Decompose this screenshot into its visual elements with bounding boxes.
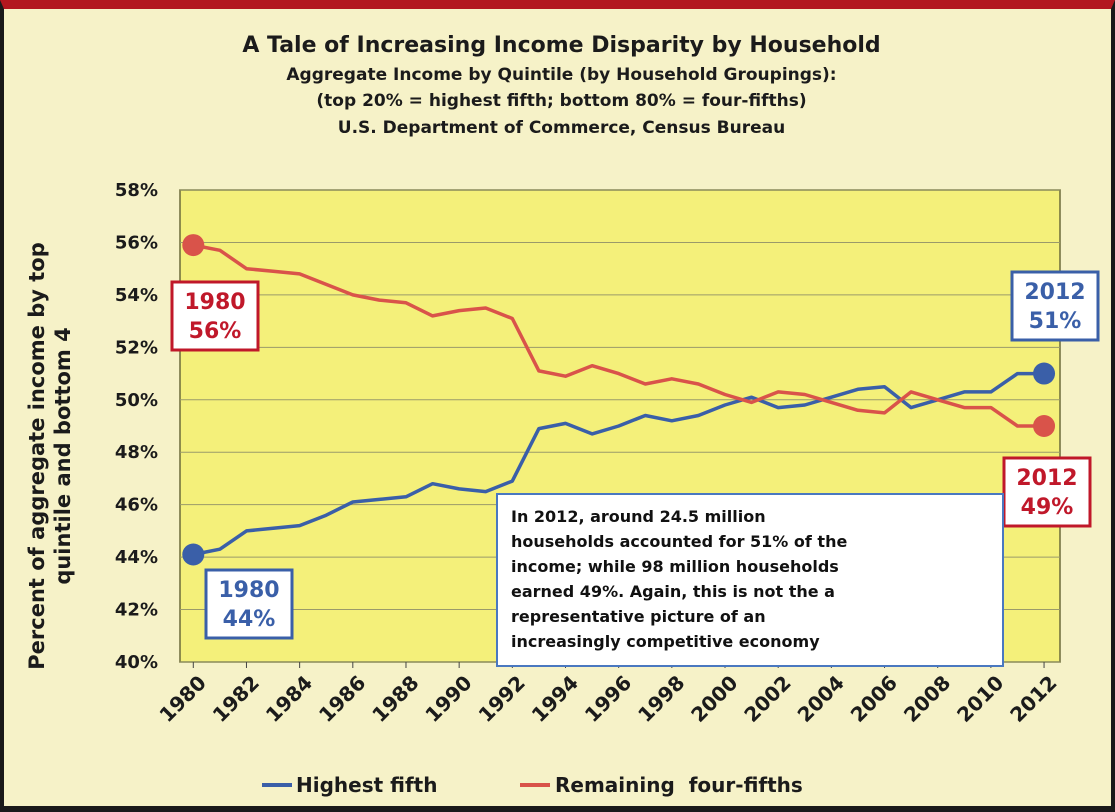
annotation-line: income; while 98 million households (511, 557, 839, 576)
series-end-marker (1033, 415, 1056, 437)
callout-text: 51% (1029, 309, 1082, 334)
annotation-line: representative picture of an (511, 607, 766, 626)
x-tick-label: 2004 (793, 671, 849, 727)
x-tick-label: 1982 (208, 671, 264, 727)
x-tick-label: 1984 (261, 671, 317, 727)
legend-label-highest-fifth: Highest fifth (296, 773, 437, 797)
chart-title: A Tale of Increasing Income Disparity by… (242, 33, 881, 58)
x-tick-label: 2008 (899, 671, 955, 727)
x-tick-label: 1994 (527, 671, 583, 727)
annotation-line: In 2012, around 24.5 million (511, 507, 766, 526)
y-tick-label: 40% (115, 652, 158, 673)
callout-box (1002, 456, 1092, 528)
x-tick-label: 1996 (580, 671, 636, 727)
y-tick-label: 48% (115, 442, 158, 463)
callout-text: 2012 (1016, 466, 1077, 491)
y-tick-label: 46% (115, 495, 158, 516)
series-start-marker (182, 543, 205, 566)
callout-text: 56% (189, 319, 242, 344)
series-end-marker (1033, 362, 1056, 385)
y-axis-label-line-1: Percent of aggregate income by top (25, 242, 49, 669)
chart-subtitle-line-2: (top 20% = highest fifth; bottom 80% = f… (316, 91, 807, 111)
y-tick-label: 44% (115, 547, 158, 568)
series-line-remaining-four-fifths (192, 243, 1044, 428)
y-axis-label-line-2: quintile and bottom 4 (51, 327, 75, 584)
callout-text: 49% (1021, 495, 1074, 520)
x-tick-label: 1998 (633, 671, 689, 727)
y-tick-label: 54% (115, 285, 158, 306)
series-start-marker (182, 234, 205, 257)
x-tick-label: 2012 (1005, 671, 1061, 727)
chart-subtitle-line-3: U.S. Department of Commerce, Census Bure… (337, 118, 786, 138)
annotation-line: earned 49%. Again, this is not the a (511, 582, 835, 601)
y-tick-label: 50% (115, 390, 158, 411)
annotation-box (496, 493, 1004, 667)
x-tick-label: 2010 (952, 671, 1008, 727)
callout-text: 1980 (218, 578, 279, 603)
x-tick-label: 1990 (420, 671, 476, 727)
x-tick-label: 1980 (154, 671, 210, 727)
callout-box (170, 280, 260, 352)
x-tick-label: 1986 (314, 671, 370, 727)
callout-text: 2012 (1024, 280, 1085, 305)
annotation-line: increasingly competitive economy (511, 632, 820, 651)
chart-subtitle-line-1: Aggregate Income by Quintile (by Househo… (286, 65, 837, 85)
legend-label-remaining-four-fifths: Remaining four-fifths (555, 773, 803, 797)
x-tick-label: 2006 (846, 671, 902, 727)
x-tick-label: 1992 (474, 671, 530, 727)
callout-text: 1980 (184, 290, 245, 315)
y-tick-label: 58% (115, 180, 158, 201)
y-tick-label: 52% (115, 337, 158, 358)
callout-box (204, 568, 294, 640)
annotation-line: households accounted for 51% of the (511, 532, 847, 551)
y-tick-label: 42% (115, 600, 158, 621)
x-tick-label: 2000 (686, 671, 742, 727)
y-tick-label: 56% (115, 232, 158, 253)
callout-text: 44% (223, 607, 276, 632)
x-tick-label: 1988 (367, 671, 423, 727)
x-tick-label: 2002 (739, 671, 795, 727)
callout-box (1010, 270, 1100, 342)
